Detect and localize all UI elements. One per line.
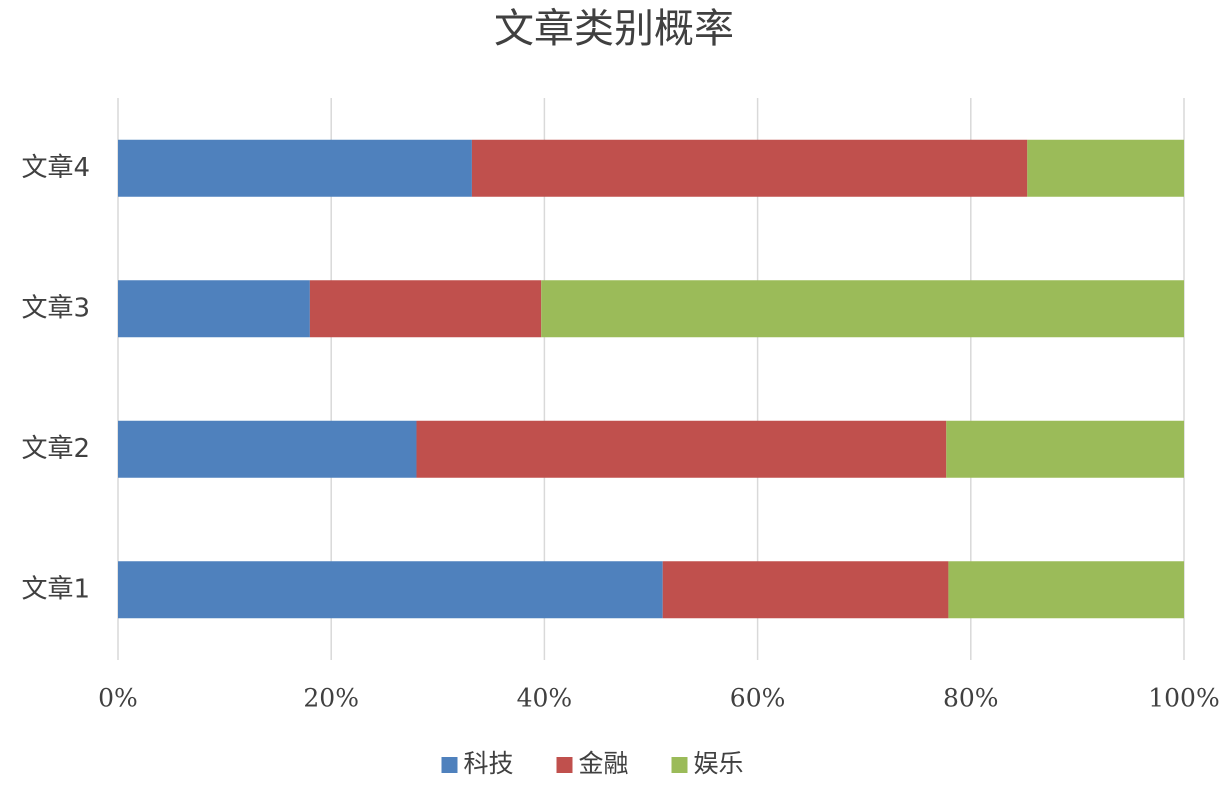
bar-segment <box>118 280 310 338</box>
bar-segment <box>309 280 542 338</box>
bar-segment <box>118 561 663 619</box>
legend-swatch <box>671 757 688 773</box>
y-tick-label: 文章4 <box>21 153 90 183</box>
y-tick-label: 文章3 <box>21 293 90 323</box>
x-tick-label: 40% <box>517 684 573 713</box>
y-tick-label: 文章2 <box>21 434 90 464</box>
x-tick-label: 80% <box>943 684 999 713</box>
legend-swatch <box>441 757 458 773</box>
x-tick-label: 20% <box>303 684 359 713</box>
bar-segment <box>946 420 1184 478</box>
legend-swatch <box>556 757 573 773</box>
y-tick-label: 文章1 <box>21 574 90 604</box>
x-tick-label: 0% <box>98 684 138 713</box>
legend-label: 娱乐 <box>694 749 744 778</box>
x-tick-label: 60% <box>730 684 786 713</box>
legend-label: 金融 <box>579 749 629 778</box>
chart-title: 文章类别概率 <box>494 6 734 52</box>
legend-label: 科技 <box>464 749 514 778</box>
bar-segment <box>471 139 1028 197</box>
bar-segment <box>662 561 949 619</box>
bar-segment <box>118 139 472 197</box>
bar-segment <box>1027 139 1184 197</box>
bar-segment <box>948 561 1184 619</box>
bar-segment <box>541 280 1184 338</box>
bar-segment <box>118 420 417 478</box>
bar-segment <box>416 420 947 478</box>
x-tick-label: 100% <box>1148 684 1219 713</box>
